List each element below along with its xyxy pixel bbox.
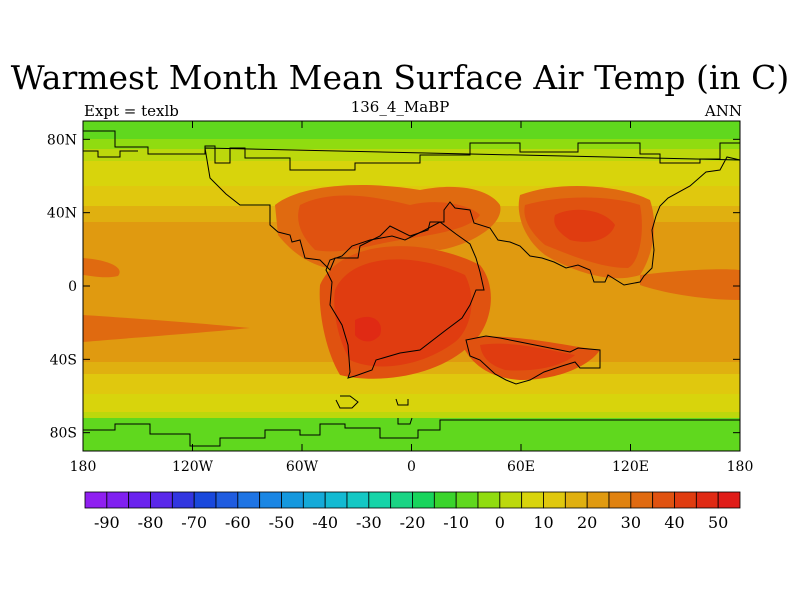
colorbar-swatch — [652, 491, 675, 509]
colorbar-tick-label: -90 — [94, 513, 120, 532]
colorbar-swatch — [215, 491, 239, 509]
colorbar-swatch — [106, 491, 130, 509]
colorbar-tick-label: 20 — [577, 513, 597, 532]
colorbar-swatch — [412, 491, 435, 509]
colorbar-swatch — [521, 491, 544, 509]
colorbar-swatch — [564, 491, 588, 509]
colorbar-swatch — [674, 491, 697, 509]
colorbar-swatch — [150, 491, 173, 509]
colorbar-tick-label: 30 — [621, 513, 641, 532]
colorbar-swatch — [630, 491, 654, 509]
colorbar-tick-label: -80 — [138, 513, 164, 532]
x-tick-label: 0 — [407, 459, 416, 475]
colorbar-tick-label: -30 — [356, 513, 382, 532]
colorbar-swatch — [302, 491, 326, 509]
colorbar-tick-label: -40 — [312, 513, 338, 532]
colorbar-swatch — [346, 491, 370, 509]
colorbar-tick-label: -50 — [269, 513, 295, 532]
colorbar-swatch — [324, 491, 348, 509]
colorbar-tick-label: -70 — [181, 513, 207, 532]
experiment-label: Expt = texlb — [84, 102, 179, 120]
x-tick-label: 60E — [507, 459, 535, 475]
colorbar-tick-label: 10 — [533, 513, 553, 532]
y-tick-label: 40N — [47, 206, 77, 222]
colorbar-swatch — [543, 491, 566, 509]
colorbar-legend: -90 -80 -70 -60 -50 -40 -30 -20 -10 0 10 20 30 40 50 — [84, 491, 741, 532]
colorbar-swatch — [193, 491, 217, 509]
colorbar-tick-label: 50 — [708, 513, 728, 532]
y-tick-label: 40S — [50, 352, 77, 368]
x-tick-label: 180 — [70, 459, 97, 475]
colorbar-swatch — [84, 491, 108, 509]
longitude-axis: 180 120W 60W 0 60E 120E 180 — [70, 121, 754, 475]
temperature-field — [83, 121, 740, 451]
colorbar-swatch — [171, 491, 195, 509]
colorbar-swatch — [237, 491, 261, 509]
x-tick-label: 120W — [172, 459, 214, 475]
colorbar-swatch — [608, 491, 632, 509]
colorbar-swatch — [586, 491, 610, 509]
colorbar-tick-label: -60 — [225, 513, 251, 532]
colorbar-swatch — [455, 491, 479, 509]
colorbar-swatch — [717, 491, 741, 509]
y-tick-label: 80N — [47, 132, 77, 148]
x-tick-label: 180 — [727, 459, 754, 475]
colorbar-swatch — [695, 491, 719, 509]
colorbar-swatch — [477, 491, 501, 509]
colorbar-swatch — [259, 491, 282, 509]
colorbar-swatch — [433, 491, 457, 509]
y-tick-label: 80S — [50, 426, 77, 442]
colorbar-swatch — [390, 491, 413, 509]
coastline-outline — [83, 130, 741, 447]
y-tick-label: 0 — [68, 279, 77, 295]
colorbar-tick-label: -10 — [443, 513, 469, 532]
colorbar-swatch — [499, 491, 523, 509]
colorbar-tick-label: 40 — [664, 513, 684, 532]
time-label: 136_4_MaBP — [350, 98, 450, 116]
colorbar-swatch — [128, 491, 151, 509]
period-label: ANN — [704, 102, 742, 120]
x-tick-label: 60W — [286, 459, 319, 475]
colorbar-tick-label: 0 — [495, 513, 505, 532]
colorbar-swatch — [368, 491, 392, 509]
chart-title: Warmest Month Mean Surface Air Temp (in … — [10, 58, 790, 97]
colorbar-tick-label: -20 — [400, 513, 426, 532]
x-tick-label: 120E — [612, 459, 649, 475]
colorbar-swatch — [281, 491, 304, 509]
latitude-axis: 80N 40N 0 40S 80S — [47, 132, 740, 442]
